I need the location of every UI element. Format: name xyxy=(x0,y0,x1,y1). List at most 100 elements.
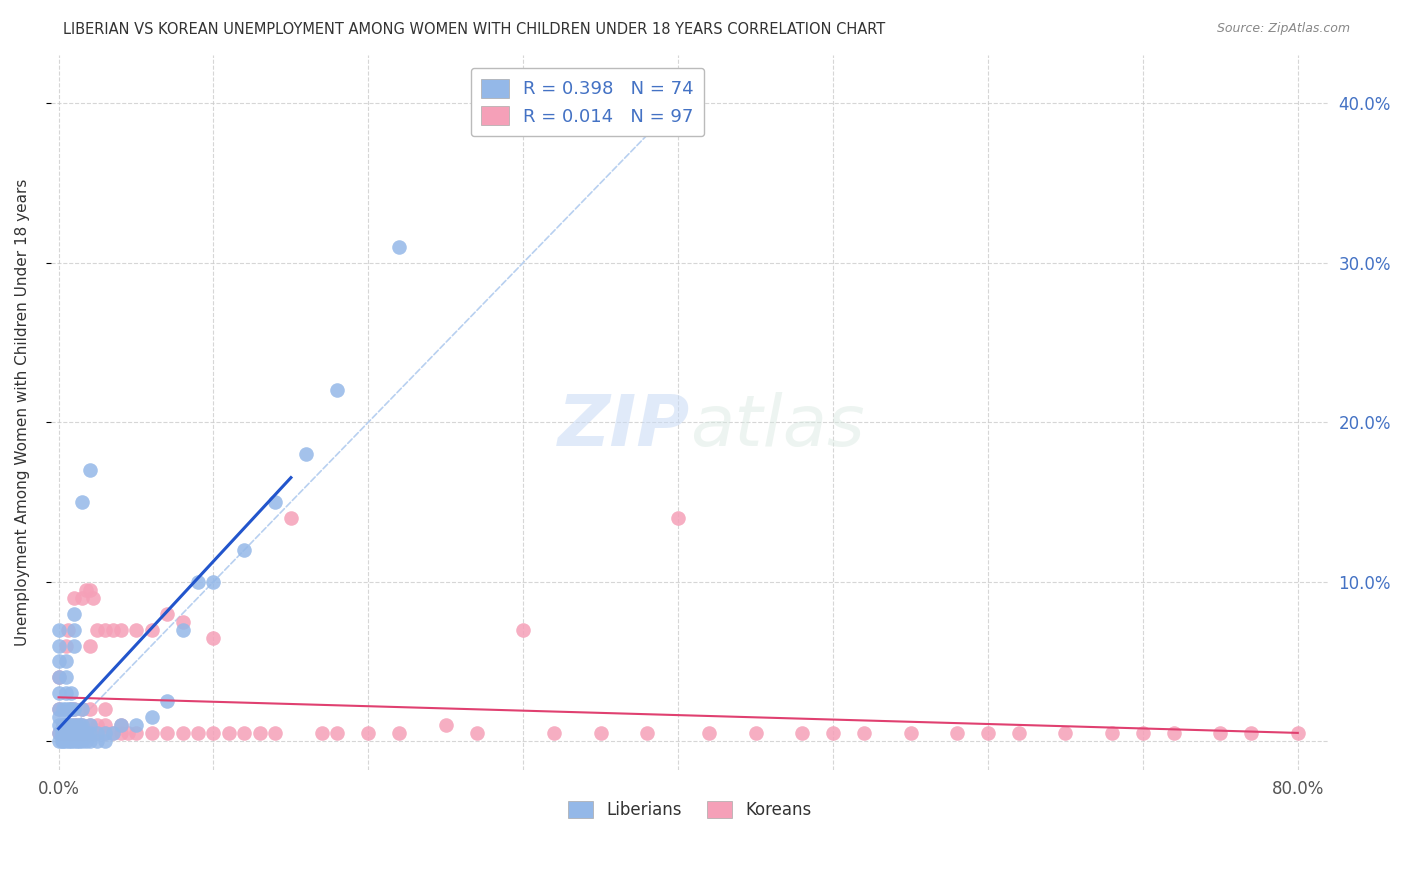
Point xyxy=(48,670,70,684)
Point xyxy=(86,623,108,637)
Point xyxy=(59,718,82,732)
Point xyxy=(1163,726,1185,740)
Point xyxy=(82,591,104,605)
Point xyxy=(53,718,76,732)
Point xyxy=(55,726,77,740)
Point xyxy=(70,726,93,740)
Point xyxy=(1286,726,1309,740)
Point xyxy=(55,655,77,669)
Point xyxy=(823,726,845,740)
Point xyxy=(280,511,302,525)
Point xyxy=(63,726,86,740)
Point xyxy=(125,726,148,740)
Point xyxy=(55,702,77,716)
Point xyxy=(202,726,225,740)
Point xyxy=(53,726,76,740)
Point xyxy=(55,639,77,653)
Point xyxy=(141,623,163,637)
Point xyxy=(125,623,148,637)
Point xyxy=(67,734,90,748)
Point xyxy=(187,574,209,589)
Point xyxy=(75,726,97,740)
Point xyxy=(110,623,132,637)
Text: atlas: atlas xyxy=(690,392,865,461)
Point xyxy=(326,383,349,397)
Point xyxy=(67,726,90,740)
Point xyxy=(55,718,77,732)
Point xyxy=(63,718,86,732)
Point xyxy=(63,607,86,621)
Point xyxy=(202,631,225,645)
Point xyxy=(110,718,132,732)
Point xyxy=(853,726,876,740)
Point xyxy=(63,702,86,716)
Point xyxy=(666,511,689,525)
Point xyxy=(72,726,94,740)
Point xyxy=(94,718,117,732)
Point xyxy=(48,623,70,637)
Point xyxy=(48,710,70,724)
Point xyxy=(264,726,287,740)
Point xyxy=(55,734,77,748)
Point xyxy=(58,718,80,732)
Point xyxy=(101,623,124,637)
Point xyxy=(70,718,93,732)
Point xyxy=(59,726,82,740)
Point xyxy=(51,726,73,740)
Point xyxy=(55,726,77,740)
Point xyxy=(52,718,75,732)
Point xyxy=(70,495,93,509)
Point xyxy=(79,726,101,740)
Point xyxy=(94,734,117,748)
Point xyxy=(187,726,209,740)
Point xyxy=(172,615,194,629)
Point xyxy=(48,639,70,653)
Point xyxy=(101,726,124,740)
Point xyxy=(156,607,179,621)
Point xyxy=(156,726,179,740)
Point xyxy=(172,623,194,637)
Point xyxy=(465,726,488,740)
Point xyxy=(79,734,101,748)
Point xyxy=(357,726,380,740)
Point xyxy=(79,726,101,740)
Point xyxy=(434,718,457,732)
Point xyxy=(75,582,97,597)
Point xyxy=(59,702,82,716)
Point xyxy=(56,623,79,637)
Point xyxy=(52,734,75,748)
Point xyxy=(264,495,287,509)
Point xyxy=(512,623,534,637)
Point xyxy=(110,726,132,740)
Point xyxy=(1132,726,1154,740)
Point xyxy=(69,718,91,732)
Point xyxy=(48,726,70,740)
Point xyxy=(86,726,108,740)
Point xyxy=(48,702,70,716)
Point xyxy=(51,734,73,748)
Point xyxy=(101,726,124,740)
Point xyxy=(946,726,969,740)
Point xyxy=(53,726,76,740)
Point xyxy=(73,726,96,740)
Point xyxy=(86,718,108,732)
Point xyxy=(58,734,80,748)
Point xyxy=(59,734,82,748)
Point xyxy=(744,726,766,740)
Point xyxy=(59,726,82,740)
Point xyxy=(900,726,922,740)
Point xyxy=(86,726,108,740)
Point xyxy=(66,734,89,748)
Y-axis label: Unemployment Among Women with Children Under 18 years: Unemployment Among Women with Children U… xyxy=(15,179,30,647)
Point xyxy=(52,726,75,740)
Point xyxy=(48,718,70,732)
Point xyxy=(63,734,86,748)
Point xyxy=(326,726,349,740)
Point xyxy=(79,718,101,732)
Point xyxy=(58,726,80,740)
Point xyxy=(79,639,101,653)
Point xyxy=(141,726,163,740)
Point xyxy=(1054,726,1077,740)
Point xyxy=(52,726,75,740)
Point xyxy=(1240,726,1263,740)
